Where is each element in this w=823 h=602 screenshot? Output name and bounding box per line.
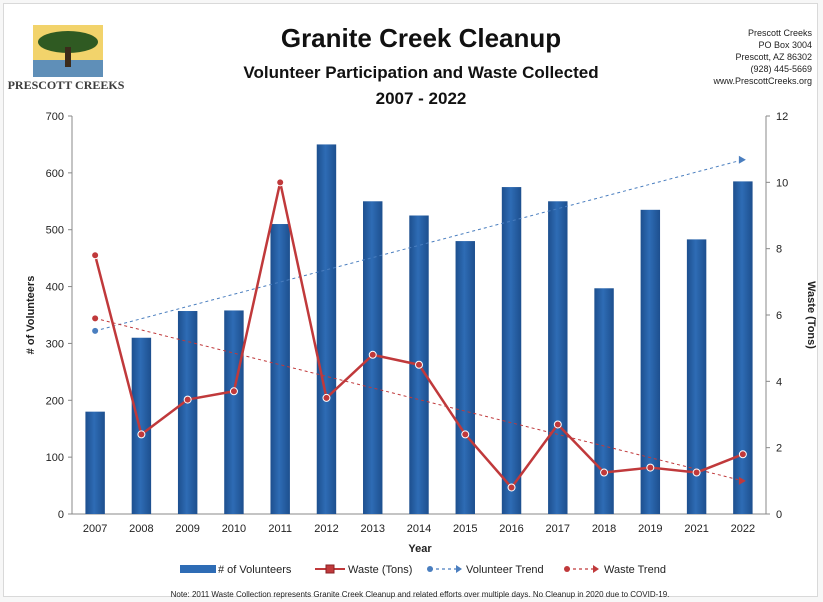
waste-point bbox=[368, 350, 377, 359]
waste-point bbox=[322, 393, 331, 402]
volunteer-bar bbox=[455, 241, 475, 515]
volunteer-bar bbox=[316, 144, 337, 514]
contact-box: PO Box 3004 bbox=[758, 40, 812, 50]
waste-point bbox=[692, 468, 701, 477]
y-left-tick-label: 200 bbox=[46, 395, 64, 407]
volunteer-trend-arrow bbox=[738, 155, 746, 164]
waste-point bbox=[553, 420, 562, 429]
volunteer-bar bbox=[686, 239, 707, 514]
contact-name: Prescott Creeks bbox=[748, 28, 813, 38]
volunteer-trend-line bbox=[95, 159, 743, 332]
waste-trend-arrow bbox=[738, 476, 746, 485]
y-left-tick-label: 400 bbox=[46, 282, 64, 294]
waste-point bbox=[137, 430, 146, 439]
contact-city: Prescott, AZ 86302 bbox=[735, 52, 812, 62]
legend-waste-label: Waste (Tons) bbox=[348, 564, 412, 576]
x-tick-label: 2017 bbox=[546, 523, 570, 535]
y-right-tick-label: 0 bbox=[776, 509, 782, 521]
chart-title: Granite Creek Cleanup bbox=[281, 23, 561, 53]
volunteer-bar bbox=[640, 209, 661, 515]
waste-point bbox=[183, 395, 192, 404]
y-left-tick-label: 100 bbox=[46, 452, 64, 464]
volunteer-bar bbox=[224, 310, 244, 514]
waste-point bbox=[461, 430, 470, 439]
y-left-tick-label: 500 bbox=[46, 225, 64, 237]
y-right-tick-label: 6 bbox=[776, 310, 782, 322]
chart-subtitle: Volunteer Participation and Waste Collec… bbox=[243, 63, 598, 82]
x-tick-label: 2011 bbox=[268, 523, 292, 535]
waste-trend-start bbox=[92, 315, 99, 322]
legend: # of Volunteers Waste (Tons) Volunteer T… bbox=[180, 564, 666, 576]
volunteer-trend-start bbox=[92, 327, 99, 334]
y-axis-left-title: # of Volunteers bbox=[25, 276, 37, 355]
volunteer-bar bbox=[733, 181, 753, 514]
y-right-tick-label: 8 bbox=[776, 244, 782, 256]
volunteer-bar bbox=[85, 411, 105, 514]
volunteer-bar bbox=[270, 224, 290, 514]
waste-point bbox=[507, 483, 516, 492]
y-axis-right-title: Waste (Tons) bbox=[805, 281, 817, 349]
x-tick-label: 2010 bbox=[222, 523, 246, 535]
legend-waste-trend-start bbox=[564, 566, 570, 572]
logo-water bbox=[33, 60, 103, 77]
volunteer-bars bbox=[85, 144, 753, 515]
legend-waste-trend-label: Waste Trend bbox=[604, 564, 666, 576]
x-tick-label: 2012 bbox=[314, 523, 338, 535]
contact-website: www.PrescottCreeks.org bbox=[712, 76, 812, 86]
waste-point bbox=[415, 360, 423, 369]
x-tick-label: 2015 bbox=[453, 523, 477, 535]
waste-point bbox=[229, 387, 238, 396]
legend-volunteer-trend-start bbox=[427, 566, 433, 572]
legend-volunteers-swatch bbox=[180, 565, 216, 573]
y-left-tick-label: 0 bbox=[58, 509, 64, 521]
legend-volunteers-label: # of Volunteers bbox=[218, 564, 292, 576]
waste-point bbox=[600, 468, 609, 477]
waste-line bbox=[91, 178, 747, 492]
footnote: Note: 2011 Waste Collection represents G… bbox=[171, 590, 670, 599]
x-tick-label: 2022 bbox=[731, 523, 755, 535]
trend-lines bbox=[92, 155, 746, 485]
y-left-tick-label: 600 bbox=[46, 168, 64, 180]
x-tick-label: 2016 bbox=[499, 523, 523, 535]
logo-tree-canopy bbox=[38, 31, 98, 53]
logo-tree-trunk bbox=[65, 47, 71, 67]
legend-waste-trend-arrow bbox=[593, 565, 599, 573]
y-right-tick-label: 2 bbox=[776, 443, 782, 455]
legend-volunteer-trend-arrow bbox=[456, 565, 462, 573]
x-tick-label: 2007 bbox=[83, 523, 107, 535]
y-right-tick-label: 12 bbox=[776, 111, 788, 123]
volunteer-bar bbox=[594, 288, 614, 514]
chart-year-range: 2007 - 2022 bbox=[376, 89, 467, 108]
volunteer-bar bbox=[548, 201, 568, 515]
x-tick-label: 2009 bbox=[175, 523, 199, 535]
legend-volunteer-trend-label: Volunteer Trend bbox=[466, 564, 544, 576]
waste-point bbox=[276, 178, 285, 187]
volunteer-bar bbox=[131, 337, 152, 514]
y-left-tick-label: 700 bbox=[46, 111, 64, 123]
contact-phone: (928) 445-5669 bbox=[750, 64, 812, 74]
volunteer-bar bbox=[177, 311, 198, 514]
y-right-tick-label: 10 bbox=[776, 177, 788, 189]
waste-point bbox=[738, 450, 747, 459]
x-tick-label: 2014 bbox=[407, 523, 431, 535]
x-tick-label: 2013 bbox=[360, 523, 384, 535]
prescott-creeks-logo: PRESCOTT CREEKS bbox=[8, 25, 125, 92]
waste-point bbox=[91, 251, 100, 260]
waste-point bbox=[646, 463, 655, 472]
axis-ticks: 0 100 200 300 400 500 600 700 0 2 4 6 8 10 12 2007 2008 2… bbox=[46, 111, 789, 535]
legend-waste-marker bbox=[325, 564, 335, 574]
volunteer-bar bbox=[501, 187, 522, 515]
y-left-tick-label: 300 bbox=[46, 338, 64, 350]
x-tick-label: 2018 bbox=[592, 523, 616, 535]
x-axis-title: Year bbox=[408, 543, 432, 555]
x-tick-label: 2019 bbox=[638, 523, 662, 535]
logo-text: PRESCOTT CREEKS bbox=[8, 78, 125, 92]
y-right-tick-label: 4 bbox=[776, 376, 782, 388]
x-tick-label: 2008 bbox=[129, 523, 153, 535]
x-tick-label: 2021 bbox=[684, 523, 708, 535]
